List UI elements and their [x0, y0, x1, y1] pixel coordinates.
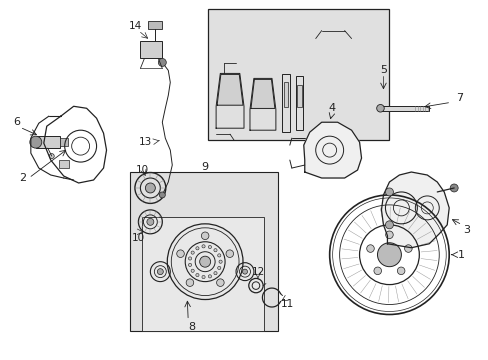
- Circle shape: [30, 136, 41, 148]
- Text: 6: 6: [13, 117, 20, 127]
- Circle shape: [199, 256, 210, 267]
- Text: 9: 9: [201, 162, 208, 172]
- Circle shape: [225, 250, 233, 257]
- Text: 3: 3: [463, 225, 469, 235]
- Bar: [379, 106, 428, 111]
- Bar: [130, 172, 277, 332]
- Circle shape: [188, 257, 191, 260]
- Bar: [60, 138, 67, 146]
- Bar: [142, 217, 264, 332]
- Circle shape: [186, 279, 193, 287]
- Circle shape: [208, 246, 211, 249]
- Circle shape: [376, 104, 384, 112]
- Circle shape: [404, 245, 411, 252]
- Circle shape: [195, 274, 199, 276]
- Circle shape: [145, 183, 155, 193]
- Circle shape: [373, 267, 381, 275]
- Bar: [283, 82, 287, 107]
- Circle shape: [217, 266, 221, 270]
- Circle shape: [159, 192, 165, 198]
- Bar: [295, 76, 302, 130]
- Bar: [208, 9, 388, 140]
- Text: 13: 13: [139, 137, 152, 147]
- Circle shape: [188, 263, 191, 266]
- Circle shape: [191, 251, 194, 254]
- Circle shape: [377, 243, 401, 267]
- Bar: [140, 41, 162, 58]
- Circle shape: [158, 58, 166, 67]
- Circle shape: [219, 260, 222, 263]
- Text: 10: 10: [136, 165, 149, 175]
- Circle shape: [385, 231, 392, 239]
- Circle shape: [157, 269, 163, 275]
- Text: 8: 8: [188, 323, 195, 332]
- Text: 7: 7: [455, 93, 462, 103]
- Circle shape: [202, 245, 204, 248]
- Circle shape: [191, 269, 194, 273]
- Circle shape: [195, 247, 199, 250]
- Circle shape: [217, 254, 221, 257]
- Text: 12: 12: [251, 267, 264, 276]
- Text: 4: 4: [327, 103, 335, 113]
- Text: 11: 11: [281, 298, 294, 309]
- Bar: [296, 85, 301, 107]
- Circle shape: [208, 275, 211, 278]
- Text: 2: 2: [19, 173, 26, 183]
- Circle shape: [216, 279, 224, 287]
- Circle shape: [385, 188, 393, 196]
- Bar: [59, 160, 68, 168]
- Circle shape: [146, 219, 154, 225]
- Polygon shape: [303, 122, 361, 178]
- Bar: [36, 136, 60, 148]
- Text: 14: 14: [128, 21, 142, 31]
- Circle shape: [242, 269, 247, 274]
- Bar: [281, 75, 289, 132]
- Circle shape: [366, 245, 373, 252]
- Text: 5: 5: [379, 66, 386, 76]
- Bar: [148, 21, 162, 28]
- Text: 10: 10: [132, 233, 144, 243]
- Circle shape: [213, 249, 217, 252]
- Circle shape: [176, 250, 184, 257]
- Circle shape: [202, 275, 204, 279]
- Text: 1: 1: [457, 250, 464, 260]
- Circle shape: [213, 271, 217, 275]
- Circle shape: [385, 221, 393, 229]
- Polygon shape: [381, 172, 448, 248]
- Circle shape: [49, 154, 54, 159]
- Circle shape: [201, 232, 208, 239]
- Polygon shape: [250, 80, 274, 108]
- Polygon shape: [217, 75, 243, 105]
- Circle shape: [449, 184, 457, 192]
- Circle shape: [397, 267, 404, 275]
